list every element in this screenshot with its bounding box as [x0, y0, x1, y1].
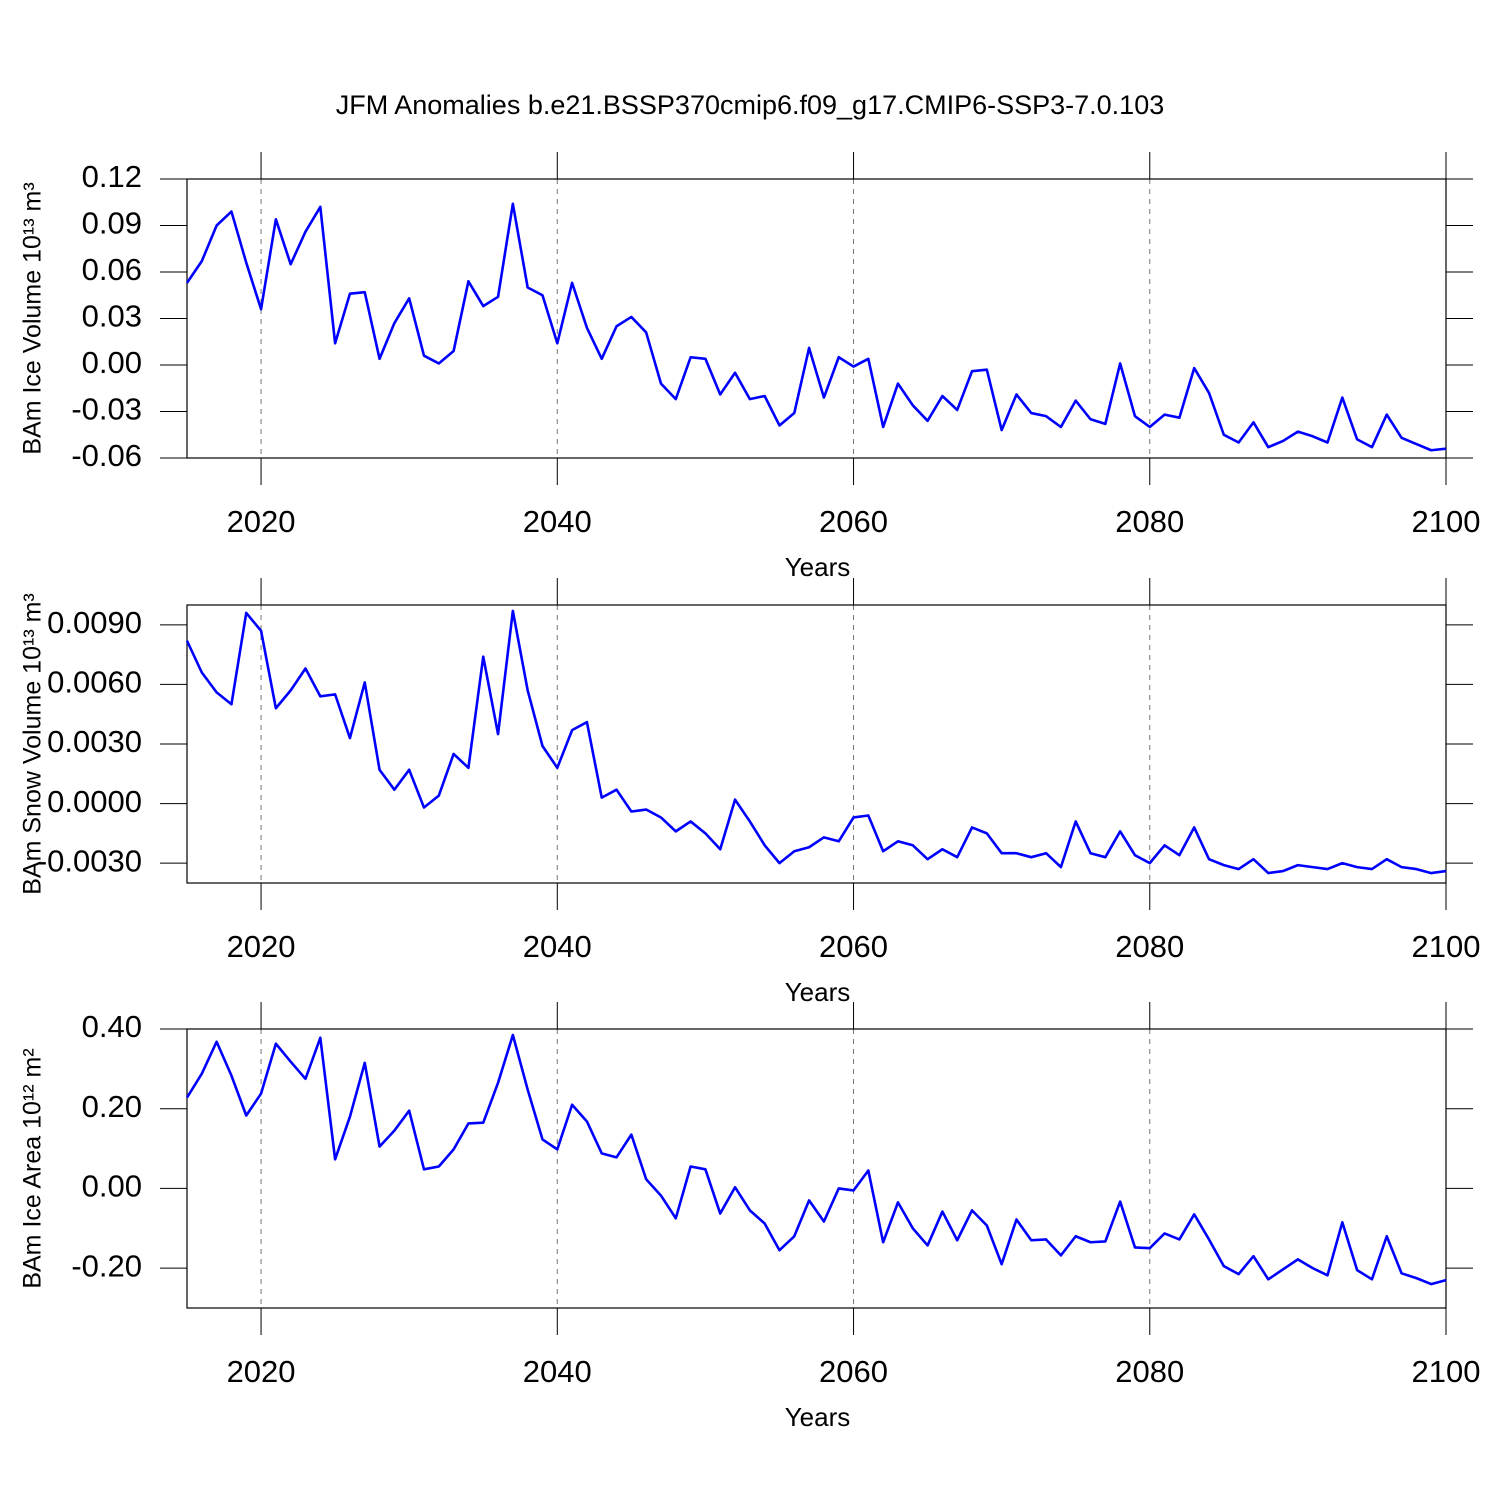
y-tick-label: -0.20: [71, 1248, 142, 1283]
x-tick-label: 2020: [227, 929, 296, 964]
y-axis-label: BAm Ice Volume 10¹³ m³: [19, 182, 47, 454]
x-tick-label: 2020: [227, 504, 296, 539]
x-tick-label: 2040: [523, 504, 592, 539]
x-tick-label: 2040: [523, 1354, 592, 1389]
x-axis-label: Years: [785, 552, 851, 582]
y-axis-label: BAm Snow Volume 10¹³ m³: [19, 593, 47, 895]
x-tick-label: 2080: [1115, 1354, 1184, 1389]
y-tick-label: 0.0030: [47, 724, 142, 759]
x-tick-label: 2060: [819, 504, 888, 539]
x-tick-label: 2100: [1412, 929, 1481, 964]
y-tick-label: -0.03: [71, 392, 142, 427]
figure-title: JFM Anomalies b.e21.BSSP370cmip6.f09_g17…: [336, 90, 1164, 120]
x-tick-label: 2080: [1115, 929, 1184, 964]
data-line: [185, 1033, 1447, 1286]
x-tick-label: 2060: [819, 929, 888, 964]
plot-frame: [186, 604, 1447, 884]
data-line: [185, 202, 1447, 452]
y-tick-label: 0.0060: [47, 665, 142, 700]
x-tick-label: 2040: [523, 929, 592, 964]
y-tick-label: 0.00: [82, 345, 142, 380]
x-tick-label: 2080: [1115, 504, 1184, 539]
x-tick-label: 2060: [819, 1354, 888, 1389]
x-axis-label: Years: [785, 1402, 851, 1432]
y-tick-label: 0.00: [82, 1169, 142, 1204]
y-axis-label: BAm Ice Area 10¹² m²: [19, 1048, 47, 1288]
y-tick-label: -0.06: [71, 438, 142, 473]
y-tick-label: 0.06: [82, 252, 142, 287]
y-tick-label: 0.40: [82, 1009, 142, 1044]
data-line: [185, 609, 1447, 875]
y-tick-label: 0.12: [82, 159, 142, 194]
x-tick-label: 2100: [1412, 504, 1481, 539]
y-tick-label: 0.03: [82, 299, 142, 334]
y-tick-label: 0.0090: [47, 605, 142, 640]
x-tick-label: 2020: [227, 1354, 296, 1389]
y-tick-label: 0.0000: [47, 784, 142, 819]
x-tick-label: 2100: [1412, 1354, 1481, 1389]
plot-frame: [186, 1028, 1447, 1309]
x-axis-label: Years: [785, 977, 851, 1007]
y-tick-label: -0.0030: [37, 843, 142, 878]
plot-frame: [186, 178, 1447, 459]
y-tick-label: 0.20: [82, 1089, 142, 1124]
y-tick-label: 0.09: [82, 206, 142, 241]
